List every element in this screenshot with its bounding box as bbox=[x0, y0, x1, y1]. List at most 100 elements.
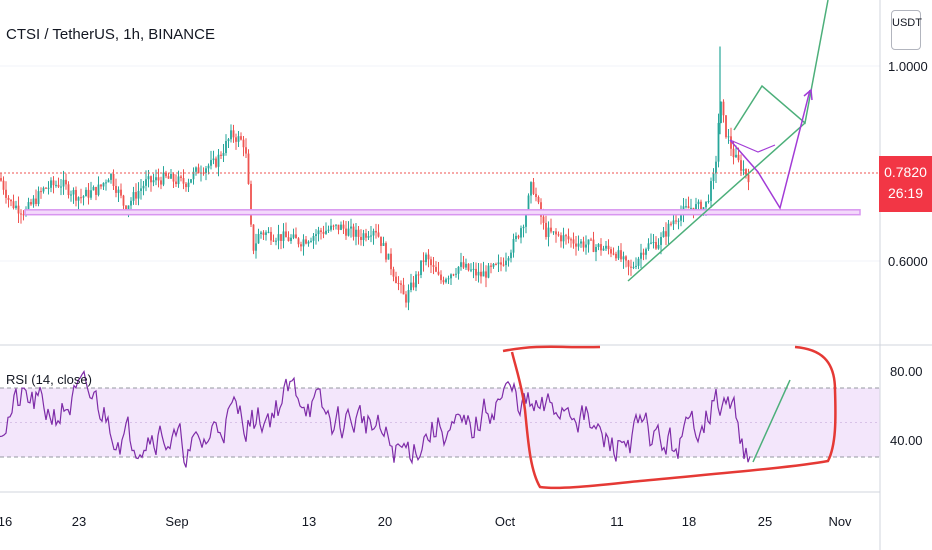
candle-body bbox=[507, 258, 510, 261]
candle-body bbox=[152, 180, 155, 183]
candle-body bbox=[457, 266, 460, 274]
drawing-overlays bbox=[0, 0, 880, 282]
candle-body bbox=[520, 228, 522, 238]
candle-body bbox=[30, 202, 32, 205]
candle-body bbox=[222, 153, 225, 156]
candle-body bbox=[272, 240, 275, 242]
candle-body bbox=[497, 262, 500, 265]
candle-body bbox=[325, 230, 327, 234]
candle-body bbox=[622, 256, 625, 260]
candle-body bbox=[732, 148, 735, 158]
candle-body bbox=[107, 179, 110, 183]
candle-body bbox=[45, 187, 47, 189]
candle-body bbox=[197, 167, 200, 174]
candle-body bbox=[570, 239, 572, 241]
candle-body bbox=[640, 252, 642, 259]
candle-body bbox=[27, 202, 30, 209]
candle-body bbox=[170, 173, 172, 179]
candle-body bbox=[467, 263, 470, 271]
purple-triangle bbox=[729, 139, 776, 153]
candle-body bbox=[240, 136, 242, 140]
candle-body bbox=[167, 176, 170, 179]
candle-body bbox=[402, 284, 405, 295]
candle-body bbox=[302, 239, 305, 247]
candle-body bbox=[62, 179, 65, 187]
candle-body bbox=[575, 243, 577, 247]
candle-body bbox=[530, 182, 532, 196]
candle-body bbox=[400, 283, 402, 285]
candle-body bbox=[437, 271, 440, 275]
candle-body bbox=[552, 231, 555, 233]
candle-body bbox=[590, 239, 592, 241]
candle-body bbox=[327, 229, 330, 231]
candle-body bbox=[555, 231, 557, 235]
candle-body bbox=[620, 250, 622, 260]
candle-body bbox=[720, 101, 722, 123]
candle-body bbox=[395, 276, 397, 284]
candle-body bbox=[135, 192, 137, 199]
candle-body bbox=[690, 207, 692, 209]
candle-body bbox=[670, 223, 672, 225]
candle-body bbox=[12, 201, 15, 209]
last-price: 0.7820 bbox=[884, 164, 927, 180]
candle-body bbox=[277, 234, 280, 241]
candle-body bbox=[232, 130, 235, 138]
x-tick-label: Oct bbox=[495, 514, 516, 529]
candle-body bbox=[405, 294, 407, 303]
candle-body bbox=[100, 184, 102, 187]
candle-body bbox=[450, 274, 452, 279]
currency-badge[interactable]: USDT bbox=[891, 10, 922, 50]
candle-body bbox=[267, 231, 270, 233]
candle-body bbox=[292, 234, 295, 238]
candle-body bbox=[315, 234, 317, 236]
candle-body bbox=[470, 269, 472, 271]
candle-body bbox=[110, 174, 112, 180]
candle-body bbox=[527, 195, 530, 214]
candle-body bbox=[347, 228, 350, 236]
candle-body bbox=[212, 158, 215, 161]
candle-body bbox=[117, 189, 120, 193]
candle-body bbox=[680, 213, 682, 221]
candle-body bbox=[390, 253, 392, 270]
candle-body bbox=[217, 154, 220, 167]
candle-body bbox=[485, 271, 487, 278]
candle-body bbox=[342, 224, 345, 229]
candle-body bbox=[612, 253, 615, 255]
candle-body bbox=[210, 160, 212, 166]
candle-body bbox=[122, 195, 125, 206]
x-tick-label: 13 bbox=[302, 514, 316, 529]
candle-body bbox=[280, 234, 282, 241]
y-tick-label: 0.6000 bbox=[888, 254, 928, 269]
candle-body bbox=[60, 186, 62, 188]
candle-body bbox=[567, 236, 570, 240]
candle-body bbox=[47, 187, 50, 189]
candle-body bbox=[7, 197, 10, 200]
candle-body bbox=[75, 189, 77, 201]
candle-body bbox=[447, 278, 450, 280]
candle-body bbox=[52, 180, 55, 186]
candle-body bbox=[730, 136, 732, 149]
candle-body bbox=[187, 182, 190, 188]
candle-body bbox=[20, 213, 22, 215]
candle-body bbox=[440, 274, 442, 281]
rsi-line bbox=[0, 370, 751, 468]
candlestick-series bbox=[0, 46, 750, 311]
candle-body bbox=[617, 250, 620, 259]
candle-body bbox=[285, 231, 287, 238]
candle-body bbox=[512, 239, 515, 253]
candle-body bbox=[360, 236, 362, 240]
candle-body bbox=[585, 244, 587, 248]
candle-body bbox=[435, 266, 437, 272]
candle-body bbox=[415, 274, 417, 288]
red-annotation bbox=[502, 345, 837, 490]
candle-body bbox=[155, 177, 157, 181]
candle-body bbox=[460, 262, 462, 267]
candle-body bbox=[477, 271, 480, 276]
candle-body bbox=[195, 167, 197, 172]
candle-body bbox=[0, 178, 2, 181]
candle-body bbox=[615, 253, 617, 259]
candle-body bbox=[2, 180, 5, 190]
candle-body bbox=[532, 182, 535, 194]
candle-body bbox=[510, 252, 512, 259]
candle-body bbox=[312, 235, 315, 241]
